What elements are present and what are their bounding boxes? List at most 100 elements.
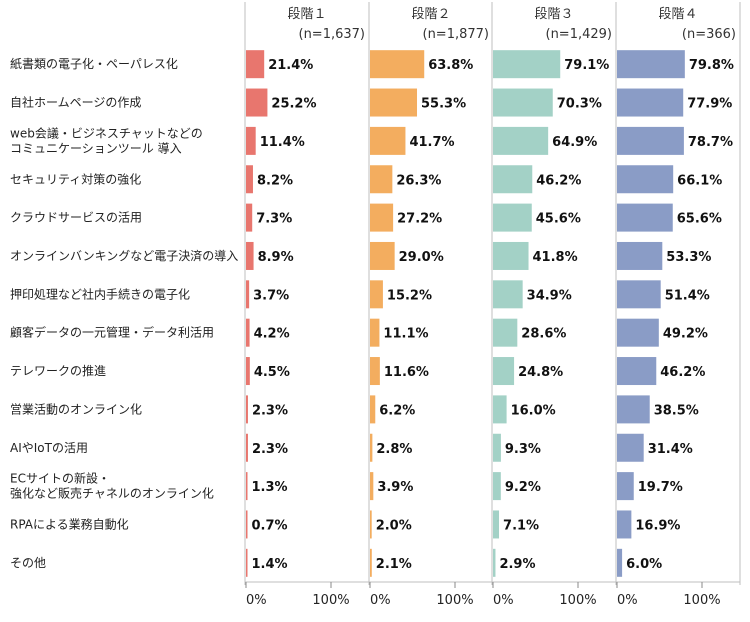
bar [370,50,425,79]
bar [617,88,684,117]
data-label: 6.2% [379,403,415,418]
bar [617,357,657,386]
data-label: 11.6% [384,365,429,380]
data-label: 1.4% [252,557,288,572]
bar [493,165,533,194]
category-label: オンラインバンキングなど電子決済の導入 [10,248,238,263]
data-label: 3.7% [253,288,289,303]
data-label: 26.3% [396,173,441,188]
data-label: 2.3% [252,442,288,457]
data-label: 46.2% [536,173,581,188]
data-label: 65.6% [677,212,722,227]
bar [370,165,393,194]
data-label: 16.0% [511,403,556,418]
bar [493,126,549,155]
bar [370,395,376,424]
bar [617,472,634,501]
tick-label: 0% [370,593,391,608]
data-label: 8.9% [258,250,294,265]
bar [246,165,253,194]
data-label: 4.5% [254,365,290,380]
data-label: 11.1% [383,327,428,342]
bar [246,548,248,577]
data-label: 2.8% [376,442,412,457]
bar [617,241,663,270]
bar [493,472,501,501]
data-label: 63.8% [428,58,473,73]
panel-sample-size: (n=366) [682,27,736,42]
data-label: 41.7% [409,135,454,150]
bar [493,395,507,424]
bar [617,126,684,155]
panel-title: 段階２ [411,7,450,22]
bar [493,241,529,270]
data-label: 19.7% [638,480,683,495]
bar [493,548,496,577]
data-label: 3.9% [377,480,413,495]
category-label: RPAによる業務自動化 [10,517,129,531]
tick-label: 100% [683,593,720,608]
data-label: 45.6% [536,212,581,227]
category-label: その他 [10,556,46,570]
bar [370,548,372,577]
panel-sample-size: (n=1,877) [423,27,490,42]
bar [246,472,248,501]
category-label: クラウドサービスの活用 [10,211,142,225]
data-label: 0.7% [252,518,288,533]
bar [246,241,254,270]
bar [246,318,250,347]
category-label: 顧客データの一元管理・データ利活用 [10,325,214,340]
data-label: 7.1% [503,518,539,533]
bar [617,50,685,79]
bar [246,395,248,424]
bar [246,357,250,386]
panel-sample-size: (n=1,637) [299,27,366,42]
data-label: 1.3% [252,480,288,495]
bar [370,203,394,232]
bar [493,50,561,79]
data-label: 55.3% [421,97,466,112]
panel-title: 段階３ [534,7,573,22]
bar [370,510,372,539]
data-label: 51.4% [665,288,710,303]
data-label: 49.2% [663,327,708,342]
data-label: 4.2% [254,327,290,342]
tick-label: 0% [493,593,514,608]
panel-title: 段階４ [658,7,697,22]
bar [370,88,418,117]
tick-label: 0% [246,593,267,608]
bar [246,280,250,309]
data-label: 15.2% [387,288,432,303]
bar [493,510,500,539]
data-label: 2.9% [499,557,535,572]
data-label: 53.3% [666,250,711,265]
bar [493,203,532,232]
category-label: 営業活動のオンライン化 [10,402,142,416]
bar [493,88,553,117]
data-label: 27.2% [397,212,442,227]
bar [617,433,644,462]
bar [617,510,632,539]
bar [246,433,248,462]
data-label: 2.1% [376,557,412,572]
data-label: 2.3% [252,403,288,418]
data-label: 9.2% [505,480,541,495]
data-label: 29.0% [399,250,444,265]
data-label: 38.5% [654,403,699,418]
data-label: 6.0% [626,557,662,572]
bar [246,203,253,232]
bar [493,280,523,309]
category-label: 紙書類の電子化・ペーパレス化 [10,56,178,71]
panel-title: 段階１ [287,7,326,22]
category-label: 自社ホームページの作成 [10,95,141,110]
category-label: ECサイトの新設・強化など販売チャネルのオンライン化 [10,471,214,501]
bar [617,203,673,232]
data-label: 16.9% [635,518,680,533]
bar [370,433,373,462]
data-label: 64.9% [552,135,597,150]
bar [370,126,406,155]
bar [370,472,374,501]
category-label: セキュリティ対策の強化 [10,172,141,186]
category-label: 押印処理など社内手続きの電子化 [10,286,190,301]
tick-label: 100% [312,593,349,608]
